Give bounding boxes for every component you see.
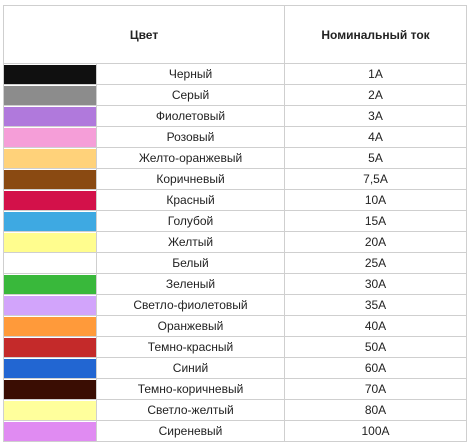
color-swatch [4, 358, 96, 378]
color-swatch [4, 169, 96, 189]
color-swatch [4, 295, 96, 315]
color-swatch [4, 274, 96, 294]
rated-current: 60А [284, 357, 468, 379]
color-name: Желто-оранжевый [95, 147, 286, 169]
rated-current: 3А [284, 105, 468, 127]
header-color: Цвет [2, 5, 286, 64]
color-name: Светло-желтый [95, 399, 286, 421]
table-row: Оранжевый 40А [3, 315, 468, 337]
color-name: Оранжевый [95, 315, 286, 337]
color-swatch [4, 85, 96, 105]
rated-current: 25А [284, 252, 468, 274]
color-swatch-cell [3, 273, 97, 295]
color-swatch-cell [3, 420, 97, 442]
table-row: Светло-фиолетовый 35А [3, 294, 468, 316]
rated-current: 10А [284, 189, 468, 211]
rated-current: 4А [284, 126, 468, 148]
color-swatch [4, 190, 96, 210]
rated-current: 1А [284, 63, 468, 85]
table-body: Черный 1А Серый 2А Фиолетовый 3А Розовый 4А Желт… [3, 63, 468, 442]
rated-current: 2А [284, 84, 468, 106]
color-name: Светло-фиолетовый [95, 294, 286, 316]
color-swatch-cell [3, 168, 97, 190]
color-swatch [4, 253, 96, 273]
table-row: Белый 25А [3, 252, 468, 274]
table-row: Желто-оранжевый 5А [3, 147, 468, 169]
table-row: Розовый 4А [3, 126, 468, 148]
color-swatch-cell [3, 336, 97, 358]
color-swatch-cell [3, 252, 97, 274]
color-name: Фиолетовый [95, 105, 286, 127]
table-row: Зеленый 30А [3, 273, 468, 295]
table-row: Сиреневый 100А [3, 420, 468, 442]
color-swatch [4, 64, 96, 84]
color-name: Зеленый [95, 273, 286, 295]
table-row: Серый 2А [3, 84, 468, 106]
color-swatch-cell [3, 315, 97, 337]
color-swatch-cell [3, 378, 97, 400]
color-swatch [4, 211, 96, 231]
color-swatch-cell [3, 357, 97, 379]
table-row: Темно-коричневый 70А [3, 378, 468, 400]
table-row: Синий 60А [3, 357, 468, 379]
color-name: Сиреневый [95, 420, 286, 442]
rated-current: 20А [284, 231, 468, 253]
rated-current: 80А [284, 399, 468, 421]
rated-current: 35А [284, 294, 468, 316]
table-row: Черный 1А [3, 63, 468, 85]
fuse-color-table: Цвет Номинальный ток Черный 1А Серый 2А Фиол… [2, 5, 468, 442]
color-name: Желтый [95, 231, 286, 253]
color-name: Розовый [95, 126, 286, 148]
rated-current: 5А [284, 147, 468, 169]
rated-current: 7,5А [284, 168, 468, 190]
color-swatch-cell [3, 126, 97, 148]
color-name: Синий [95, 357, 286, 379]
color-name: Темно-красный [95, 336, 286, 358]
color-swatch-cell [3, 84, 97, 106]
table-row: Фиолетовый 3А [3, 105, 468, 127]
table-row: Темно-красный 50А [3, 336, 468, 358]
rated-current: 15А [284, 210, 468, 232]
color-name: Красный [95, 189, 286, 211]
color-swatch [4, 337, 96, 357]
table-row: Желтый 20А [3, 231, 468, 253]
color-name: Черный [95, 63, 286, 85]
rated-current: 50А [284, 336, 468, 358]
color-swatch [4, 106, 96, 126]
table-row: Голубой 15А [3, 210, 468, 232]
color-name: Коричневый [95, 168, 286, 190]
rated-current: 40А [284, 315, 468, 337]
color-swatch [4, 316, 96, 336]
table-row: Коричневый 7,5А [3, 168, 468, 190]
color-swatch-cell [3, 294, 97, 316]
color-swatch-cell [3, 399, 97, 421]
table-row: Красный 10А [3, 189, 468, 211]
rated-current: 70А [284, 378, 468, 400]
color-swatch [4, 148, 96, 168]
color-swatch [4, 421, 96, 441]
color-swatch-cell [3, 189, 97, 211]
color-name: Голубой [95, 210, 286, 232]
rated-current: 100А [284, 420, 468, 442]
color-swatch-cell [3, 210, 97, 232]
color-swatch-cell [3, 231, 97, 253]
color-swatch [4, 400, 96, 420]
table-row: Светло-желтый 80А [3, 399, 468, 421]
rated-current: 30А [284, 273, 468, 295]
color-swatch [4, 379, 96, 399]
color-swatch [4, 232, 96, 252]
color-swatch-cell [3, 105, 97, 127]
color-swatch [4, 127, 96, 147]
color-name: Белый [95, 252, 286, 274]
header-rated-current: Номинальный ток [284, 5, 468, 64]
color-swatch-cell [3, 63, 97, 85]
table-header-row: Цвет Номинальный ток [2, 5, 468, 64]
color-name: Серый [95, 84, 286, 106]
color-name: Темно-коричневый [95, 378, 286, 400]
color-swatch-cell [3, 147, 97, 169]
